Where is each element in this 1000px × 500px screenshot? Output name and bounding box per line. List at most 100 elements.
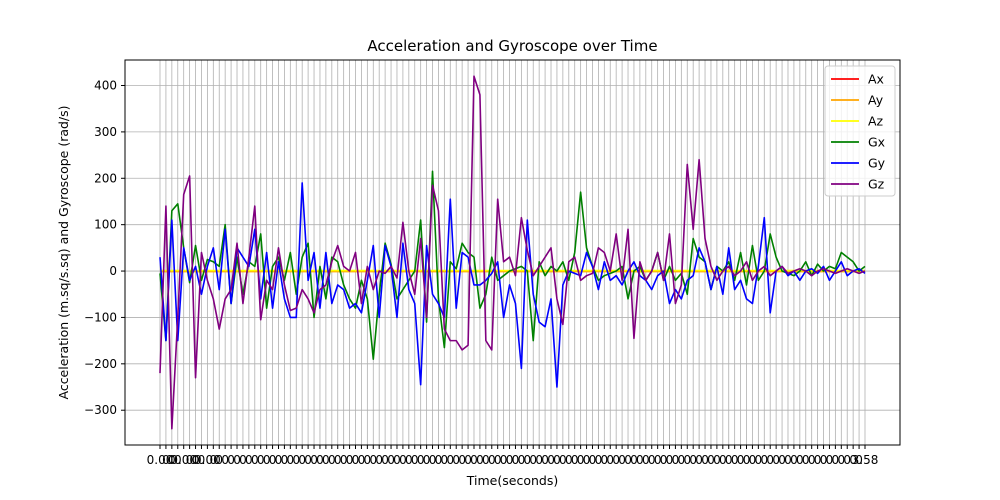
x-tick-label-overlap: 0 xyxy=(553,453,561,467)
legend-label-ax: Ax xyxy=(868,72,884,87)
x-tick-label-overlap: 0 xyxy=(352,453,360,467)
x-tick-label-overlap: 0 xyxy=(482,453,490,467)
x-tick-label-overlap: 0 xyxy=(316,453,324,467)
x-tick-label-overlap: 0 xyxy=(328,453,336,467)
x-tick-label: 3.58 xyxy=(852,453,879,467)
y-tick-label: −100 xyxy=(84,310,117,324)
x-tick-label-overlap: 0 xyxy=(304,453,312,467)
y-tick-label: 0 xyxy=(109,264,117,278)
x-tick-label-overlap: 0 xyxy=(601,453,609,467)
x-tick-label-overlap: 0 xyxy=(227,453,235,467)
y-tick-label: −200 xyxy=(84,357,117,371)
x-tick-label-overlap: 0 xyxy=(837,453,845,467)
x-tick-label-overlap: 0 xyxy=(784,453,792,467)
x-tick-label: 0.00 xyxy=(147,453,174,467)
x-tick-label-overlap: 0 xyxy=(618,453,626,467)
x-tick-label-overlap: 0 xyxy=(595,453,603,467)
x-tick-label-overlap: 0 xyxy=(547,453,555,467)
legend-label-gx: Gx xyxy=(868,135,885,150)
legend-label-gy: Gy xyxy=(868,156,886,171)
x-tick-label-overlap: 0 xyxy=(310,453,318,467)
x-tick-label-overlap: 0 xyxy=(743,453,751,467)
x-tick-label-overlap: 0 xyxy=(695,453,703,467)
x-tick-label-overlap: 0 xyxy=(251,453,259,467)
x-tick-label-overlap: 0 xyxy=(636,453,644,467)
x-tick-label-overlap: 0 xyxy=(648,453,656,467)
x-tick-label-overlap: 0 xyxy=(630,453,638,467)
x-tick-label-overlap: 0 xyxy=(713,453,721,467)
y-tick-label: 400 xyxy=(94,79,117,93)
x-tick-label-overlap: 0 xyxy=(381,453,389,467)
x-tick-label-overlap: 0 xyxy=(541,453,549,467)
x-tick-label-overlap: 0 xyxy=(257,453,265,467)
x-tick-label-overlap: 0 xyxy=(375,453,383,467)
x-tick-label-overlap: 0 xyxy=(192,453,200,467)
y-tick-label: −300 xyxy=(84,403,117,417)
x-tick-label-overlap: 0 xyxy=(322,453,330,467)
x-tick-label-overlap: 0 xyxy=(387,453,395,467)
x-tick-label-overlap: 0 xyxy=(778,453,786,467)
x-tick-label-overlap: 0 xyxy=(707,453,715,467)
x-tick-label-overlap: 0 xyxy=(245,453,253,467)
x-tick-label-overlap: 0 xyxy=(233,453,241,467)
x-tick-label-overlap: 0 xyxy=(346,453,354,467)
x-tick-label-overlap: 0 xyxy=(583,453,591,467)
x-tick-label-overlap: 0 xyxy=(701,453,709,467)
x-tick-label-overlap: 0 xyxy=(494,453,502,467)
legend-frame xyxy=(824,65,896,197)
x-tick-label-overlap: 0 xyxy=(523,453,531,467)
y-tick-label: 300 xyxy=(94,125,117,139)
x-tick-label-overlap: 0 xyxy=(458,453,466,467)
x-tick-label-overlap: 0 xyxy=(446,453,454,467)
x-tick-label-overlap: 0 xyxy=(571,453,579,467)
x-tick-label-overlap: 0 xyxy=(683,453,691,467)
x-tick-label-overlap: 0 xyxy=(364,453,372,467)
y-axis-label: Acceleration (m.sq/s.sq) and Gyroscope (… xyxy=(56,105,71,399)
x-tick-label-overlap: 0 xyxy=(221,453,229,467)
x-tick-label-overlap: 0 xyxy=(589,453,597,467)
x-tick-label-overlap: 0 xyxy=(275,453,283,467)
x-tick-label-overlap: 0 xyxy=(855,453,863,467)
x-tick-label-overlap: 0 xyxy=(832,453,840,467)
y-tick-label: 200 xyxy=(94,171,117,185)
x-tick-label-overlap: 0 xyxy=(423,453,431,467)
x-tick-label-overlap: 0 xyxy=(209,453,217,467)
x-tick-label-overlap: 0 xyxy=(826,453,834,467)
x-tick-label-overlap: 0 xyxy=(506,453,514,467)
x-tick-label-overlap: 0 xyxy=(174,453,182,467)
x-tick-label-overlap: 0 xyxy=(559,453,567,467)
x-tick-label-overlap: 0 xyxy=(772,453,780,467)
x-tick-label-overlap: 0 xyxy=(281,453,289,467)
x-tick-label-overlap: 0 xyxy=(725,453,733,467)
x-tick-label-overlap: 0 xyxy=(340,453,348,467)
series-lines xyxy=(159,75,866,430)
x-tick-label-overlap: 0 xyxy=(535,453,543,467)
x-tick-label-overlap: 0 xyxy=(606,453,614,467)
x-tick-label-overlap: 0 xyxy=(666,453,674,467)
legend: Ax Ay Az Gx Gy Gz xyxy=(824,65,896,197)
x-tick-label-overlap: 0 xyxy=(755,453,763,467)
x-tick-label-overlap: 0 xyxy=(719,453,727,467)
x-tick-label-overlap: 0 xyxy=(441,453,449,467)
x-tick-label-overlap: 0 xyxy=(411,453,419,467)
x-tick-label-overlap: 0 xyxy=(612,453,620,467)
grid xyxy=(125,60,900,445)
x-tick-label-overlap: 0 xyxy=(393,453,401,467)
x-tick-label-overlap: 0 xyxy=(476,453,484,467)
x-tick-label-overlap: 0 xyxy=(269,453,277,467)
plot-area-frame xyxy=(124,59,901,446)
x-tick-label-overlap: 0 xyxy=(624,453,632,467)
x-tick-label-overlap: 0 xyxy=(689,453,697,467)
x-tick-label-overlap: 0 xyxy=(814,453,822,467)
x-tick-label-overlap: 0 xyxy=(162,453,170,467)
x-tick-label-overlap: 0 xyxy=(654,453,662,467)
x-tick-label-overlap: 0 xyxy=(399,453,407,467)
x-tick-label-overlap: 0 xyxy=(405,453,413,467)
x-tick-label-overlap: 0 xyxy=(292,453,300,467)
x-tick-label-overlap: 0 xyxy=(672,453,680,467)
x-tick-label-overlap: 0 xyxy=(766,453,774,467)
y-tick-label: 100 xyxy=(94,218,117,232)
x-tick-label-overlap: 0 xyxy=(287,453,295,467)
